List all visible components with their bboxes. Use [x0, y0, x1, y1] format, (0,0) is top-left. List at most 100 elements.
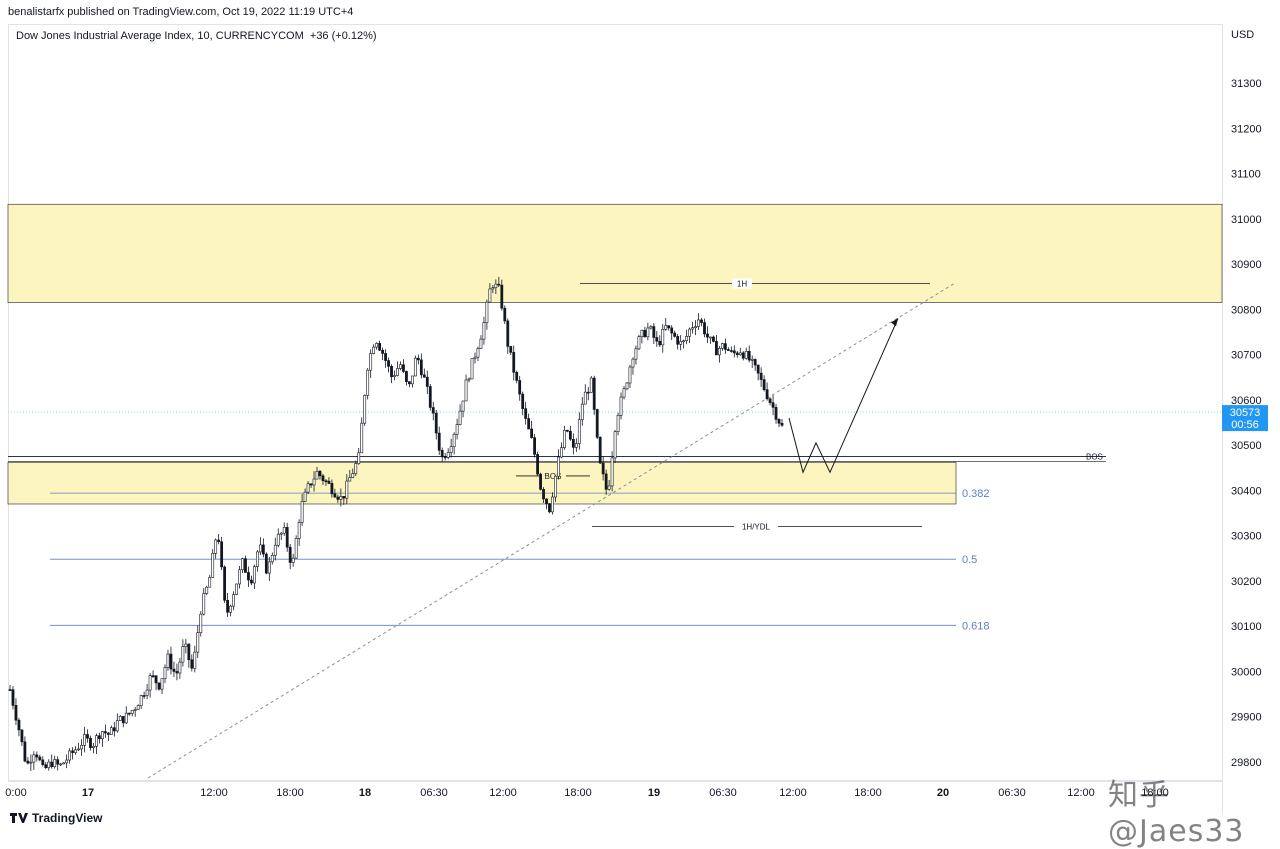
candle-body	[330, 483, 334, 495]
candle-body	[354, 463, 358, 474]
candle-body	[631, 358, 635, 368]
candle-body	[497, 283, 501, 286]
candle-body	[199, 613, 203, 633]
candle-body	[339, 496, 343, 500]
price-tick: 30600	[1231, 395, 1262, 407]
candle-body	[750, 359, 754, 361]
candle-body	[193, 651, 197, 669]
candle-body	[50, 761, 54, 767]
candle-body	[598, 436, 602, 464]
candle-body	[282, 527, 286, 534]
candle-body	[732, 350, 736, 354]
candle-body	[545, 498, 548, 504]
brand-text: TradingView	[32, 811, 103, 825]
candle-body	[574, 443, 578, 448]
candle-body	[98, 735, 101, 740]
candle-body	[431, 407, 435, 414]
candle-body	[318, 470, 322, 477]
candle-body	[139, 695, 143, 706]
candle-body	[291, 557, 295, 563]
candle-body	[655, 337, 659, 342]
price-tick: 30500	[1231, 440, 1262, 452]
candle-body	[530, 428, 534, 438]
candle-body	[136, 705, 140, 710]
candle-body	[437, 432, 441, 451]
candle-body	[95, 735, 98, 747]
time-tick: 18:00	[564, 787, 592, 799]
candle-body	[759, 372, 763, 380]
candle-body	[17, 719, 21, 731]
candle-body	[762, 379, 766, 390]
time-tick: 12:00	[200, 787, 228, 799]
countdown-value: 00:56	[1231, 419, 1259, 431]
candle-body	[109, 727, 113, 735]
level-label: 1H	[737, 280, 747, 289]
candle-body	[187, 643, 191, 661]
candle-body	[121, 716, 125, 724]
candle-body	[47, 761, 51, 769]
candle-body	[294, 538, 298, 559]
candle-body	[14, 705, 18, 721]
time-tick: 12:00	[1067, 787, 1095, 799]
candle-body	[267, 561, 271, 574]
candle-body	[89, 737, 92, 748]
candle-body	[679, 341, 683, 345]
candle-body	[148, 675, 152, 691]
candle-body	[419, 359, 423, 376]
price-tick: 29900	[1231, 712, 1262, 724]
candle-body	[130, 710, 134, 714]
last-price-badge: 30573 00:56	[1222, 405, 1268, 432]
candle-body	[628, 366, 632, 384]
candle-body	[312, 478, 316, 486]
candle-body	[232, 594, 235, 607]
candle-body	[348, 477, 352, 482]
candle-body	[214, 539, 218, 554]
candle-body	[336, 496, 340, 500]
candle-body	[473, 356, 477, 359]
fib-label: 0.618	[962, 620, 990, 632]
candle-body	[8, 689, 12, 691]
candle-body	[747, 351, 751, 361]
horizontal-levels: 1H BOS BOS 1H/YDL	[8, 278, 1106, 532]
time-tick: 17	[82, 787, 94, 799]
candle-body	[622, 388, 626, 398]
candle-body	[691, 327, 694, 330]
time-tick: 19	[648, 787, 660, 799]
supply-demand-zones	[7, 203, 1223, 505]
candle-body	[568, 430, 572, 440]
candle-body	[253, 566, 256, 584]
candle-body	[127, 712, 131, 715]
candle-body	[226, 599, 229, 613]
candle-body	[44, 764, 48, 769]
candle-body	[363, 395, 367, 424]
candle-body	[220, 541, 224, 568]
candle-body	[142, 695, 146, 697]
candle-body	[467, 378, 471, 381]
candle-body	[384, 353, 387, 361]
candle-body	[321, 475, 325, 482]
candle-body	[753, 359, 757, 366]
candle-body	[682, 340, 686, 343]
candle-body	[700, 319, 703, 323]
candle-body	[694, 326, 697, 328]
time-tick: 06:30	[709, 787, 737, 799]
candle-body	[175, 671, 179, 674]
currency-label: USD	[1231, 29, 1254, 41]
candle-body	[399, 364, 402, 369]
tradingview-logo[interactable]: TradingView	[10, 811, 102, 825]
candle-body	[670, 327, 674, 334]
level-label: 1H/YDL	[742, 523, 771, 532]
candle-body	[273, 544, 277, 556]
candle-body	[524, 408, 528, 419]
candle-body	[425, 376, 429, 387]
candle-body	[258, 544, 262, 553]
candle-body	[756, 364, 760, 374]
candle-body	[658, 340, 662, 346]
candle-body	[735, 352, 739, 356]
candle-body	[288, 546, 292, 563]
price-tick: 30800	[1231, 304, 1262, 316]
candle-body	[393, 375, 396, 378]
candle-body	[741, 352, 745, 359]
candle-body	[649, 326, 653, 329]
